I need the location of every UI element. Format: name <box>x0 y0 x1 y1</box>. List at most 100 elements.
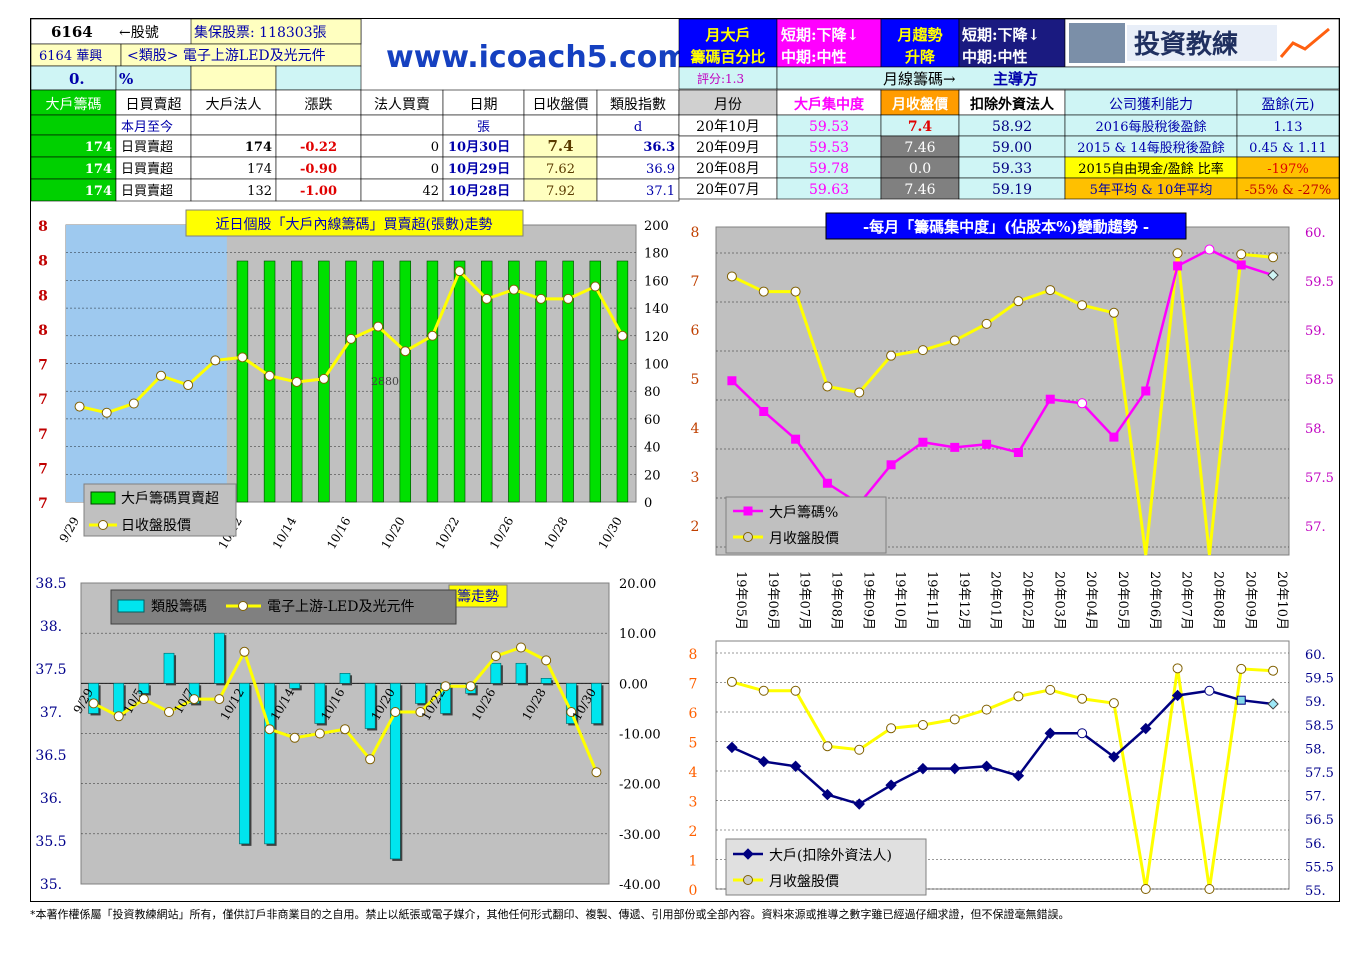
x-tick: 20年04月 <box>1083 571 1098 630</box>
header-panel: 6164 ←股號 集保股票: 118303張 6164 華興 <類股> 電子上游LED及… <box>31 19 1339 205</box>
point-9/29 <box>74 401 85 412</box>
point-10/19 <box>373 321 384 332</box>
point-conc-19年06月 <box>759 407 769 416</box>
blank-cell <box>190 65 277 91</box>
table-header: 日期 <box>470 97 498 113</box>
chart-svg: 8 7 6 5 4 3 2 60. 59.5 59. 58.5 58. 57.5 57. -每月「籌碼集中度… <box>691 212 1334 556</box>
y-right-tick: 58.5 <box>1305 373 1334 388</box>
point-10/16 <box>340 724 350 735</box>
point-close-20年04月 <box>1077 300 1088 311</box>
x-tick: 10/14 <box>270 514 300 551</box>
point-close-20年04月 <box>1077 693 1088 704</box>
table-value: 42 <box>422 184 439 199</box>
table-header: 日買賣超 <box>126 97 182 113</box>
month-value: 0.0 <box>909 161 931 177</box>
chart-svg: 38.5 38. 37.5 37. 36.5 36. 35.5 35. 20.00 10.00 0.… <box>35 576 661 893</box>
bar-10/16 <box>339 673 351 684</box>
point-10/6 <box>156 370 166 381</box>
profit-value: 1.13 <box>1274 120 1303 135</box>
bar-10/19 <box>372 260 384 503</box>
month-value: 20年10月 <box>696 119 760 135</box>
point-conc-20年07月 <box>1173 261 1183 271</box>
y-left-tick: 7 <box>38 427 48 443</box>
stock-code: 6164 <box>51 23 93 41</box>
point-excl-19年11月 <box>917 762 929 775</box>
x-tick: 20年10月 <box>1274 571 1289 630</box>
point-9/29 <box>88 698 99 709</box>
y-left-tick: 6 <box>691 323 700 339</box>
y-left-tick: 37. <box>40 705 62 721</box>
legend-marker-excl <box>742 848 754 860</box>
y-right-tick: 59. <box>1305 695 1326 710</box>
y-left-tick: 3 <box>689 795 698 811</box>
point-close-19年05月 <box>726 271 737 282</box>
y-right-tick: -30.00 <box>619 828 661 843</box>
y-left-tick: 37.5 <box>35 662 66 678</box>
month-value: 20年08月 <box>696 161 760 177</box>
point-excl-20年08月 <box>1204 685 1215 696</box>
table-header-cell <box>275 89 362 116</box>
y-left-tick: 7 <box>38 392 48 408</box>
point-close-20年09月 <box>1236 249 1247 260</box>
table-header-cell <box>523 89 598 116</box>
short-mid-box <box>776 19 882 68</box>
legend-marker-close <box>743 875 753 885</box>
point-10/20 <box>400 346 411 357</box>
point-close-20年10月 <box>1268 665 1279 676</box>
point-conc-19年11月 <box>918 437 928 447</box>
logo-photo <box>1069 23 1125 63</box>
y-right-tick: 55.5 <box>1305 860 1334 875</box>
point-close-20年05月 <box>1108 307 1119 318</box>
point-9/30 <box>113 711 124 722</box>
table-header: 大戶法人 <box>206 97 262 113</box>
legend-swatch-bar <box>117 599 145 613</box>
chart-title: -每月「籌碼集中度」(佔股本%)變動趨勢 - <box>863 218 1149 236</box>
legend-marker-close <box>743 532 753 542</box>
point-10/28 <box>563 293 574 304</box>
y-left-tick: 7 <box>689 677 698 693</box>
profit-cell <box>1236 177 1339 200</box>
point-excl-19年08月 <box>821 788 834 801</box>
point-excl-19年12月 <box>949 762 961 775</box>
point-excl-20年07月 <box>1171 689 1184 702</box>
x-tick: 20年02月 <box>1019 571 1034 630</box>
profit-value: -55% & -27% <box>1245 183 1331 198</box>
x-tick: 10/20 <box>378 515 407 552</box>
report-frame: 6164 ←股號 集保股票: 118303張 6164 華興 <類股> 電子上游LED及… <box>30 18 1340 902</box>
x-tick: 19年06月 <box>765 571 780 630</box>
point-10/7 <box>189 694 200 705</box>
point-conc-20年10月 <box>1267 269 1279 281</box>
point-10/20 <box>390 707 401 717</box>
y-right-tick: 58.5 <box>1305 719 1334 734</box>
y-right-tick: 58. <box>1305 742 1326 757</box>
point-10/7 <box>183 380 194 391</box>
point-close-20年08月 <box>1204 884 1215 894</box>
table-header: 日收盤價 <box>533 96 589 113</box>
point-10/27 <box>516 642 526 653</box>
month-header: 月份 <box>714 97 742 113</box>
x-tick: 19年10月 <box>892 571 907 630</box>
point-10/22 <box>440 681 451 692</box>
month-value: 58.92 <box>992 119 1032 135</box>
legend-label-bar: 類股籌碼 <box>151 599 207 615</box>
y-right-tick: 140 <box>644 302 669 317</box>
y-left-tick: 36.5 <box>35 748 66 764</box>
legend-label-conc: 大戶籌碼% <box>769 505 838 521</box>
monthly-chip-cell <box>776 66 1339 90</box>
custody: 集保股票: 118303張 <box>194 24 327 41</box>
annotation: 2880 <box>371 375 399 388</box>
y-right-tick: 55. <box>1305 884 1326 899</box>
table-value: 174 <box>245 140 272 155</box>
table-value: 7.92 <box>546 184 575 199</box>
x-tick: 20年03月 <box>1051 571 1066 630</box>
table-value: 7.62 <box>546 162 575 177</box>
point-close-20年02月 <box>1013 691 1024 702</box>
profit-label: 5年平均 & 10年平均 <box>1090 183 1213 198</box>
profit-header-cell <box>1064 89 1238 116</box>
bar-10/20 <box>399 260 412 503</box>
y-right-tick: 56. <box>1305 837 1326 852</box>
point-excl-19年09月 <box>853 798 865 810</box>
point-10/12 <box>237 352 248 363</box>
legend-box <box>725 496 887 554</box>
title-box <box>185 209 524 237</box>
